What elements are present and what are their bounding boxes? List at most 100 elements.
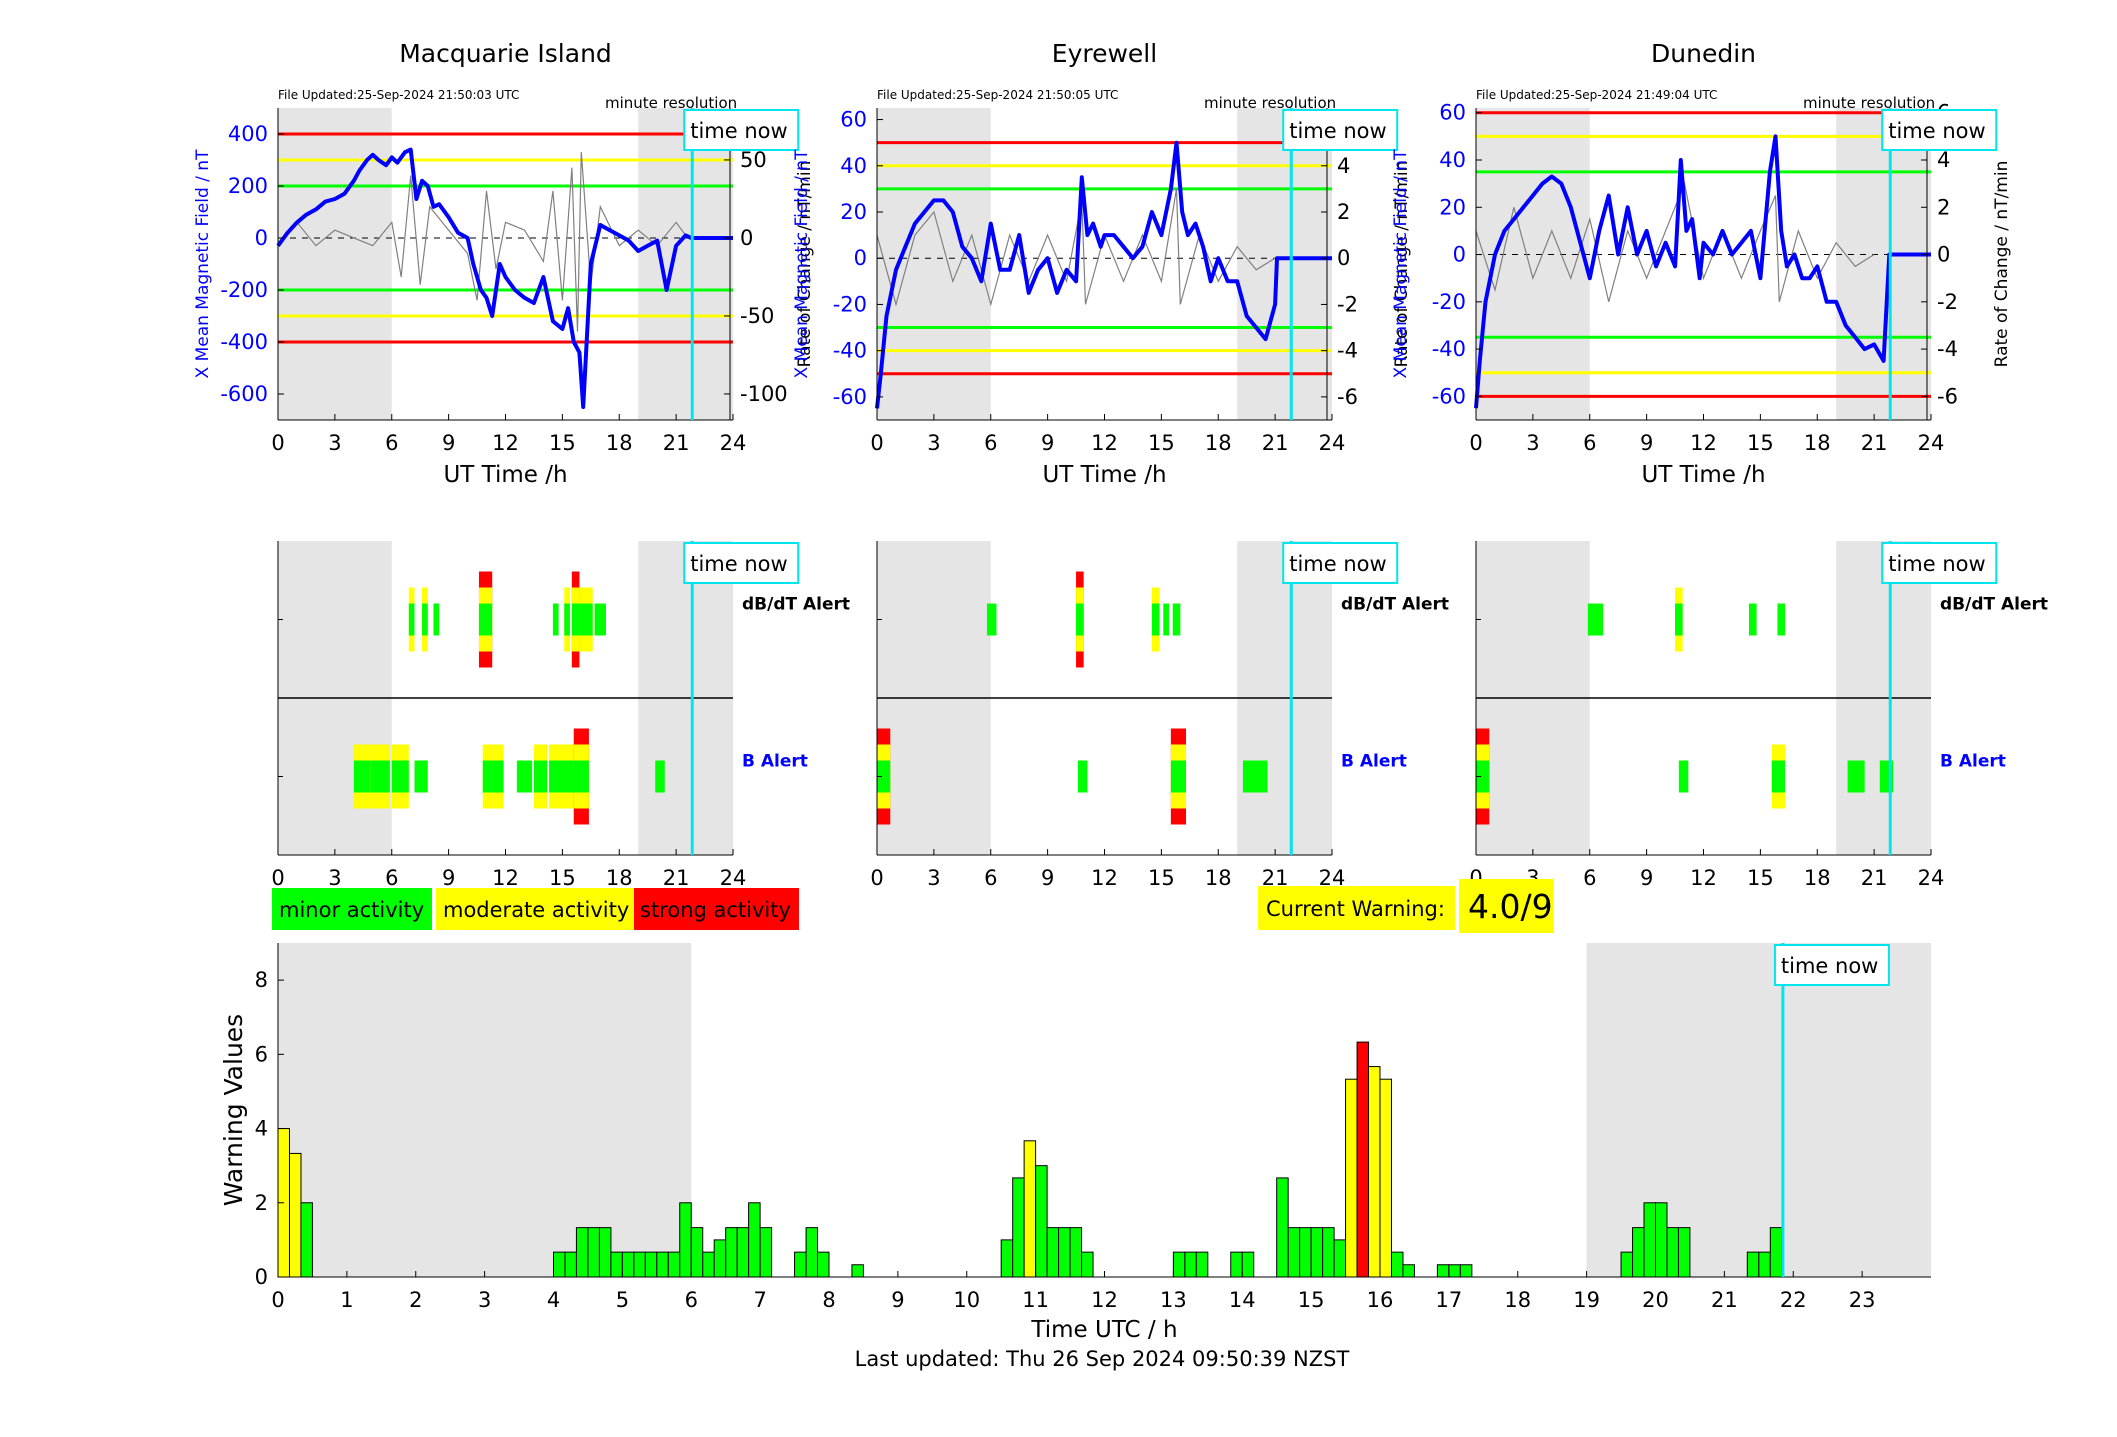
warning-bar <box>725 1227 738 1278</box>
alert-x-tick-label: 18 <box>1205 866 1232 890</box>
x-tick-label: 3 <box>927 431 940 455</box>
night-shade-region <box>278 943 692 1277</box>
x-tick-label: 21 <box>1262 431 1289 455</box>
warning-x-tick-label: 7 <box>753 1288 766 1312</box>
legend-swatch-moderate <box>436 888 634 930</box>
file-updated-text: File Updated:25-Sep-2024 21:50:03 UTC <box>278 88 519 102</box>
rate-of-change-series <box>277 152 688 332</box>
y-tick-label: -40 <box>1432 337 1466 361</box>
current-warning-value-bg <box>1459 879 1554 933</box>
chart-marks: Macquarie Island File Updated:25-Sep-2024… <box>193 39 2048 1343</box>
warning-bar <box>610 1251 623 1278</box>
magnetic-field-series <box>1474 134 1931 409</box>
y-right-tick-label: 4 <box>1937 148 1950 172</box>
warning-bar <box>748 1202 761 1278</box>
dbdt-alert-minor-mark <box>422 603 428 636</box>
b-alert-minor-mark <box>1077 760 1088 793</box>
y-tick-label: 40 <box>1439 148 1466 172</box>
dbdt-alert-minor-mark <box>478 603 493 636</box>
warning-x-axis-label: Time UTC / h <box>1030 1317 1177 1343</box>
current-warning-label: Current Warning: <box>1266 897 1445 921</box>
legend-minor-label: minor activity <box>279 898 424 922</box>
dbdt-alert-minor-mark <box>1777 603 1786 636</box>
y-axis-label: X Mean Magnetic Field / nT <box>792 149 812 379</box>
time-now-label: time now <box>1888 119 1985 143</box>
b-alert-minor-mark <box>1242 760 1268 793</box>
warning-bar <box>656 1251 669 1278</box>
x-tick-label: 12 <box>492 431 519 455</box>
dbdt-alert-minor-mark <box>1172 603 1181 636</box>
alert-x-tick-label: 6 <box>984 866 997 890</box>
warning-bar <box>1333 1239 1347 1278</box>
y-tick-label: 400 <box>228 122 268 146</box>
night-shade-region <box>1586 943 1931 1277</box>
alert-x-tick-label: 3 <box>927 866 940 890</box>
warning-bar <box>1299 1227 1312 1278</box>
y-tick-label: -40 <box>833 339 867 363</box>
b-alert-label: B Alert <box>1341 752 1407 772</box>
y-right-tick-label: -6 <box>1937 384 1958 408</box>
x-axis-label: UT Time /h <box>1042 462 1166 488</box>
warning-bar <box>759 1227 773 1278</box>
y-right-tick-label: 4 <box>1337 154 1350 178</box>
dbdt-alert-minor-mark <box>1675 603 1683 636</box>
alert-x-tick-label: 15 <box>1148 866 1175 890</box>
warning-bar <box>598 1227 612 1278</box>
warning-bar <box>1058 1227 1071 1278</box>
warning-bar <box>1758 1251 1771 1278</box>
x-tick-label: 3 <box>1526 431 1539 455</box>
b-alert-minor-mark <box>573 760 589 793</box>
y-right-tick-label: 0 <box>1937 243 1950 267</box>
warning-x-tick-label: 1 <box>340 1288 353 1312</box>
b-alert-minor-mark <box>1678 760 1689 793</box>
b-alert-minor-mark <box>414 760 428 793</box>
legend-swatch-strong <box>634 888 799 930</box>
y-tick-label: 0 <box>854 246 867 270</box>
warning-bar <box>1184 1251 1197 1278</box>
y-tick-label: -600 <box>220 382 268 406</box>
warning-bar <box>1276 1177 1289 1278</box>
x-tick-label: 21 <box>1861 431 1888 455</box>
alert-x-tick-label: 9 <box>1640 866 1653 890</box>
warning-bar <box>553 1251 566 1278</box>
alert-x-tick-label: 6 <box>1583 866 1596 890</box>
b-alert-minor-mark <box>533 760 548 793</box>
warning-bar <box>736 1227 750 1278</box>
dbdt-alert-minor-mark <box>1749 603 1757 636</box>
warning-x-tick-label: 0 <box>271 1288 284 1312</box>
warning-x-tick-label: 4 <box>547 1288 560 1312</box>
warning-x-tick-label: 17 <box>1436 1288 1463 1312</box>
alert-x-tick-label: 6 <box>385 866 398 890</box>
warning-bar <box>1379 1078 1392 1278</box>
y-tick-label: 60 <box>840 108 867 132</box>
y-right-tick-label: -2 <box>1337 292 1358 316</box>
warning-x-tick-label: 15 <box>1298 1288 1325 1312</box>
file-updated-text: File Updated:25-Sep-2024 21:50:05 UTC <box>877 88 1118 102</box>
warning-bar <box>1436 1264 1450 1278</box>
x-tick-label: 9 <box>1640 431 1653 455</box>
x-axis-label: UT Time /h <box>443 462 567 488</box>
night-shade-region <box>877 108 991 420</box>
alert-x-tick-label: 12 <box>1091 866 1118 890</box>
warning-bar <box>1081 1251 1094 1278</box>
warning-bar <box>1000 1239 1014 1278</box>
magnetic-field-series <box>276 147 733 409</box>
y-axis-label: X Mean Magnetic Field / nT <box>193 149 213 379</box>
activity-legend: minor activity moderate activity strong … <box>272 888 799 930</box>
alert-x-tick-label: 18 <box>1804 866 1831 890</box>
dbdt-alert-label: dB/dT Alert <box>1341 595 1449 615</box>
warning-bar <box>1655 1202 1668 1278</box>
x-tick-label: 9 <box>1041 431 1054 455</box>
y-tick-label: -20 <box>833 292 867 316</box>
y-right-tick-label: 2 <box>1937 195 1950 219</box>
warning-bar <box>679 1202 692 1278</box>
y-tick-label: -400 <box>220 330 268 354</box>
legend-swatch-minor <box>272 888 432 930</box>
night-shade-region <box>1836 108 1931 420</box>
legend-moderate-label: moderate activity <box>443 898 629 922</box>
warning-bar <box>1746 1251 1760 1278</box>
dbdt-alert-minor-mark <box>1587 603 1604 636</box>
warning-bar <box>1241 1251 1255 1278</box>
x-tick-label: 24 <box>1319 431 1346 455</box>
alert-x-tick-label: 0 <box>271 866 284 890</box>
